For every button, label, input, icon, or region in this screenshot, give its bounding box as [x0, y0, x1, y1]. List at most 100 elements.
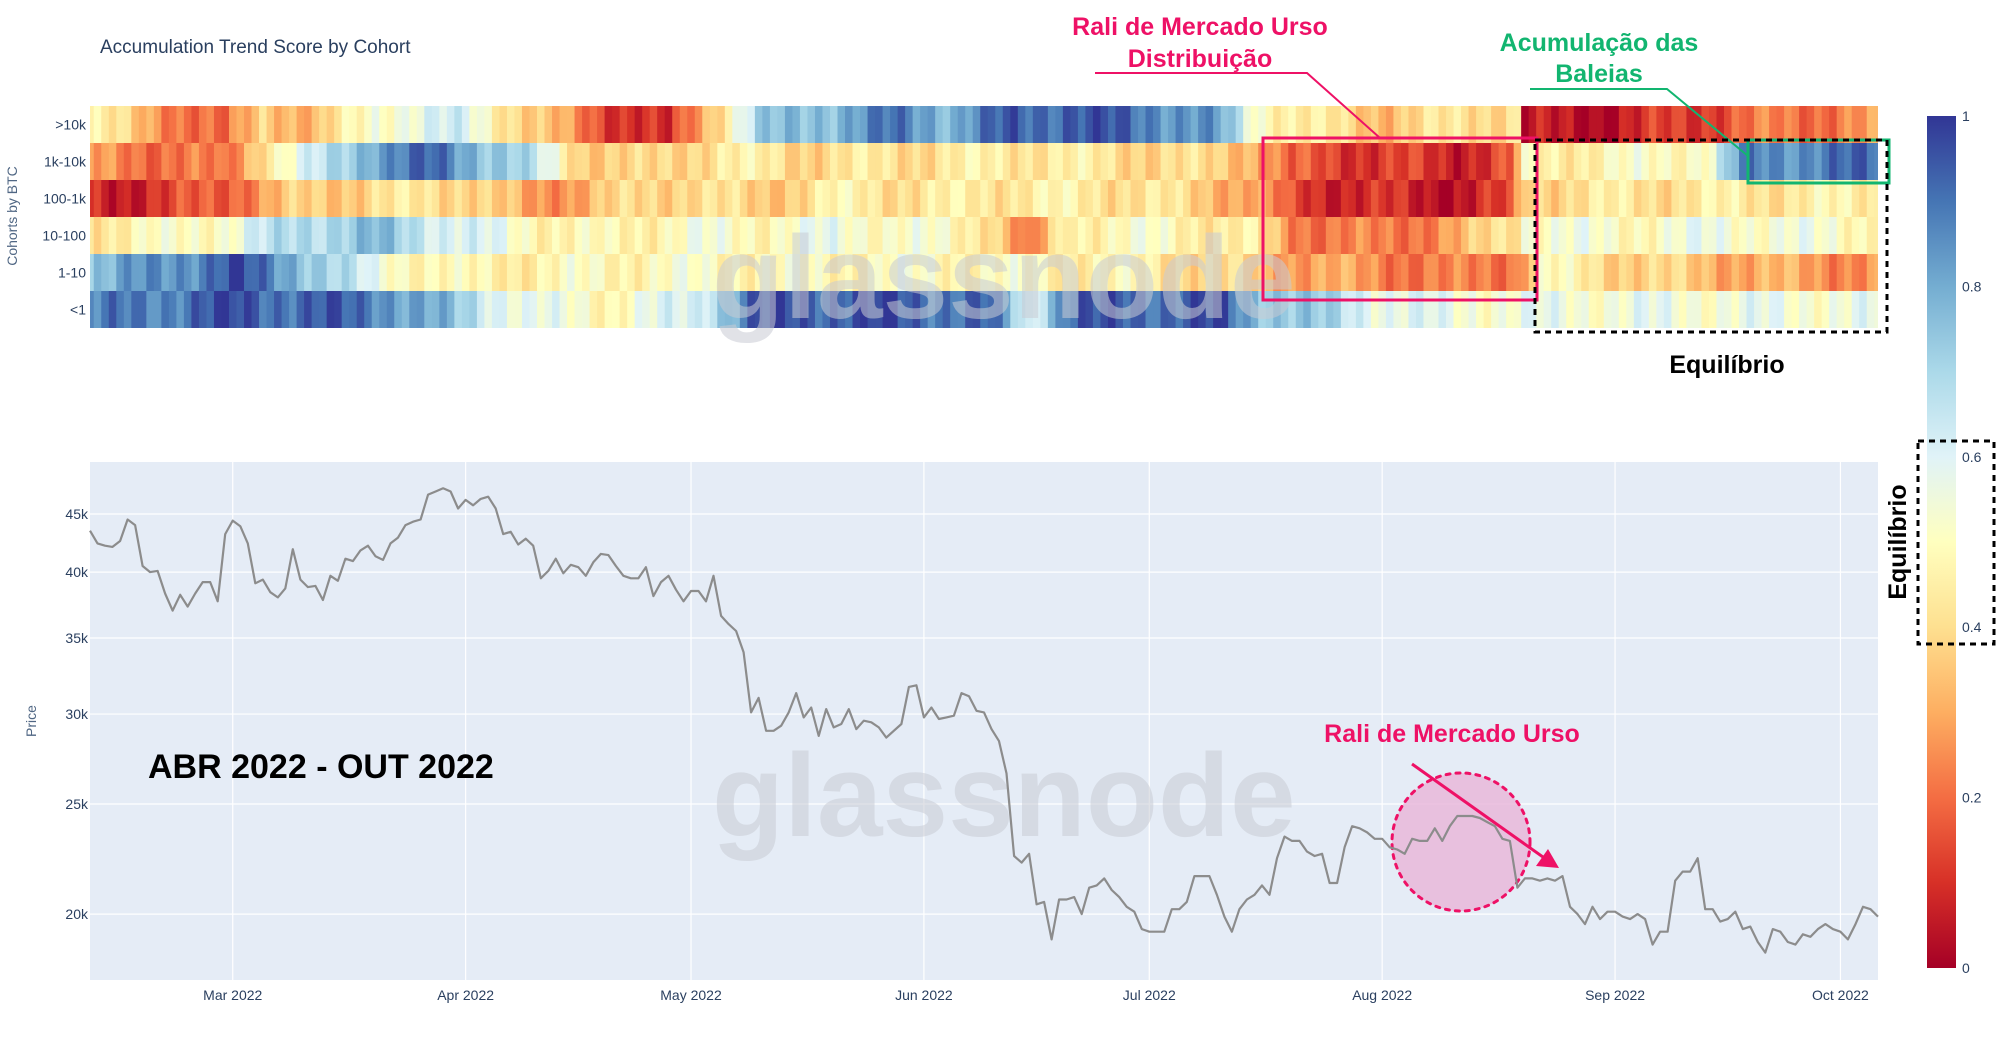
- heatmap-cell: [1400, 217, 1410, 255]
- heatmap-cell: [266, 291, 275, 328]
- heatmap-cell: [123, 254, 132, 292]
- heatmap-cell: [281, 106, 290, 144]
- heatmap-cell: [995, 217, 1004, 255]
- heatmap-cell: [1799, 254, 1808, 292]
- heatmap-cell: [1731, 106, 1740, 144]
- heatmap-cell: [484, 291, 493, 328]
- heatmap-cell: [1498, 143, 1507, 181]
- heatmap-cell: [409, 217, 418, 255]
- heatmap-cell: [1446, 143, 1455, 181]
- heatmap-cell: [1363, 217, 1372, 255]
- heatmap-cell: [296, 291, 305, 328]
- heatmap-cell: [927, 217, 936, 255]
- heatmap-cell: [1138, 291, 1147, 328]
- heatmap-cell: [845, 180, 854, 218]
- heatmap-cell: [1393, 106, 1402, 144]
- heatmap-cell: [1228, 180, 1237, 218]
- heatmap-cell: [371, 106, 380, 144]
- heatmap-cell: [634, 254, 643, 292]
- heatmap-cell: [1836, 106, 1845, 144]
- heatmap-cell: [1859, 254, 1868, 292]
- heatmap-cell: [1183, 254, 1192, 292]
- heatmap-cell: [514, 254, 523, 292]
- heatmap-cell: [1438, 291, 1447, 328]
- heatmap-cell: [1295, 291, 1304, 328]
- heatmap-cell: [1423, 254, 1432, 292]
- heatmap-cell: [552, 254, 561, 292]
- heatmap-cell: [364, 217, 373, 255]
- heatmap-cell: [1701, 291, 1710, 328]
- heatmap-cell: [559, 254, 568, 292]
- heatmap-cell: [1461, 180, 1470, 218]
- heatmap-cell: [176, 217, 185, 255]
- heatmap-cell: [1363, 180, 1372, 218]
- heatmap-cell: [1062, 106, 1071, 144]
- heatmap-cell: [1423, 106, 1432, 144]
- heatmap-cell: [289, 254, 298, 292]
- heatmap-cell: [1265, 143, 1274, 181]
- heatmap-cell: [1400, 180, 1410, 218]
- heatmap-cell: [987, 106, 996, 144]
- heatmap-cell: [484, 254, 493, 292]
- heatmap-cell: [942, 217, 951, 255]
- heatmap-cell: [1851, 106, 1860, 144]
- heatmap-cell: [1198, 217, 1207, 255]
- heatmap-cell: [649, 143, 658, 181]
- heatmap-cell: [1393, 180, 1402, 218]
- heatmap-cell: [1536, 143, 1545, 181]
- heatmap-cell: [1716, 254, 1725, 292]
- heatmap-cell: [687, 143, 696, 181]
- heatmap-cell: [1446, 291, 1455, 328]
- heatmap-cell: [1708, 291, 1718, 328]
- heatmap-cell: [1235, 143, 1244, 181]
- heatmap-cell: [627, 291, 636, 328]
- heatmap-cell: [116, 254, 125, 292]
- heatmap-cell: [1092, 106, 1102, 144]
- heatmap-cell: [1393, 291, 1402, 328]
- heatmap-cell: [379, 180, 388, 218]
- heatmap-cell: [296, 254, 305, 292]
- heatmap-cell: [987, 291, 996, 328]
- heatmap-cell: [574, 143, 583, 181]
- heatmap-cell: [1754, 217, 1763, 255]
- heatmap-cell: [747, 106, 756, 144]
- heatmap-cell: [1355, 143, 1364, 181]
- heatmap-cell: [582, 291, 591, 328]
- heatmap-cell: [559, 106, 568, 144]
- heatmap-cell: [514, 180, 523, 218]
- heatmap-cell: [1100, 143, 1109, 181]
- heatmap-cell: [702, 180, 711, 218]
- heatmap-cell: [709, 217, 718, 255]
- heatmap-cell: [371, 143, 380, 181]
- heatmap-cell: [1716, 180, 1725, 218]
- distribution-highlight-box: [1261, 136, 1539, 302]
- heatmap-cell: [334, 291, 343, 328]
- heatmap-cell: [1874, 180, 1878, 218]
- heatmap-cell: [1198, 143, 1207, 181]
- heatmap-cell: [1573, 217, 1582, 255]
- heatmap-cell: [1355, 180, 1364, 218]
- heatmap-cell: [927, 180, 936, 218]
- heatmap-cell: [1385, 180, 1395, 218]
- heatmap-cell: [1017, 180, 1026, 218]
- heatmap-cell: [138, 291, 147, 328]
- heatmap-cell: [341, 217, 350, 255]
- heatmap-cell: [521, 143, 531, 181]
- heatmap-cell: [829, 254, 839, 292]
- heatmap-cell: [634, 217, 643, 255]
- heatmap-cell: [386, 254, 395, 292]
- heatmap-cell: [1363, 106, 1372, 144]
- heatmap-cell: [1859, 106, 1868, 144]
- heatmap-cell: [1731, 143, 1740, 181]
- heatmap-cell: [1295, 180, 1304, 218]
- heatmap-cell: [1536, 254, 1545, 292]
- heatmap-cell: [251, 254, 260, 292]
- heatmap-cell: [1829, 180, 1838, 218]
- heatmap-cell: [446, 291, 455, 328]
- heatmap-cell: [664, 291, 673, 328]
- heatmap-cell: [1190, 180, 1199, 218]
- heatmap-cell: [1047, 106, 1056, 144]
- price-x-tick-label: Apr 2022: [437, 987, 494, 1003]
- heatmap-cell: [244, 143, 253, 181]
- heatmap-cell: [1325, 254, 1334, 292]
